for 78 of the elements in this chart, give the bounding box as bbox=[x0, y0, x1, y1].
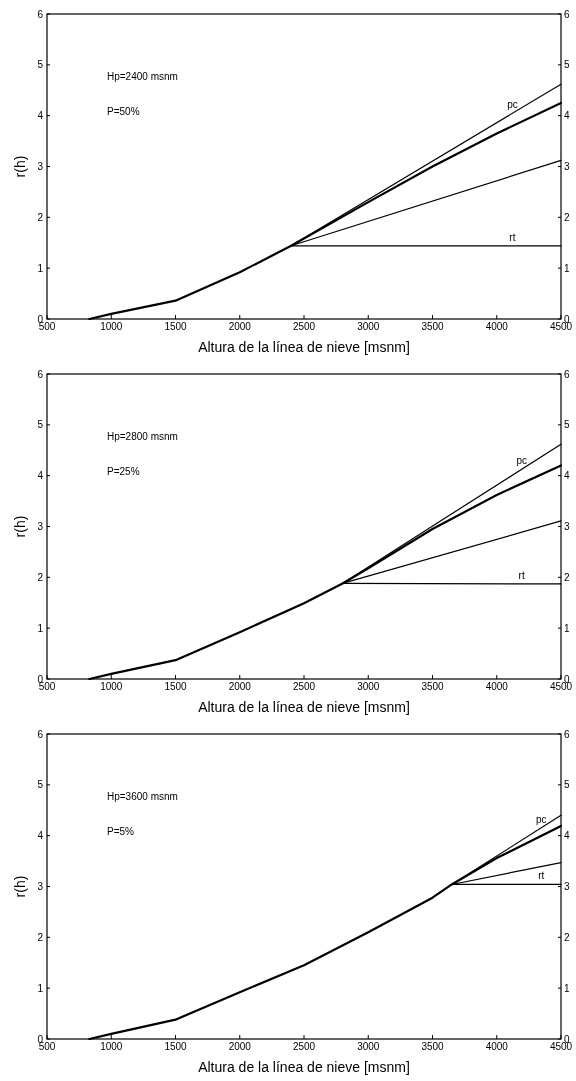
annotation: P=5% bbox=[107, 826, 135, 837]
y-tick-label: 6 bbox=[37, 728, 44, 740]
y-tick-label: 1 bbox=[37, 262, 44, 274]
y2-tick-label: 2 bbox=[564, 211, 570, 223]
annotation: Hp=3600 msnm bbox=[107, 791, 178, 802]
y-tick-label: 2 bbox=[37, 571, 44, 583]
x-tick-label: 2000 bbox=[228, 1041, 252, 1052]
y2-tick-label: 5 bbox=[564, 419, 570, 431]
x-tick-label: 3000 bbox=[357, 1041, 380, 1052]
x-tick-label: 2500 bbox=[292, 321, 316, 332]
y2-tick-label: 5 bbox=[564, 779, 570, 791]
y2-tick-label: 1 bbox=[564, 622, 570, 634]
y-tick-label: 3 bbox=[37, 881, 44, 892]
y-tick-label: 2 bbox=[37, 211, 44, 223]
y-tick-label: 4 bbox=[37, 830, 44, 842]
y2-tick-label: 3 bbox=[564, 161, 570, 172]
x-tick-label: 2500 bbox=[292, 681, 316, 692]
y-tick-label: 3 bbox=[37, 521, 44, 532]
y-axis-title: r(h) bbox=[12, 875, 28, 898]
series-label: pc bbox=[507, 99, 518, 111]
y2-tick-label: 4 bbox=[564, 110, 570, 122]
x-axis-title: Altura de la línea de nieve [msnm] bbox=[198, 1059, 410, 1075]
annotation: Hp=2400 msnm bbox=[107, 71, 178, 82]
y-tick-label: 6 bbox=[37, 8, 44, 20]
series-label: pc bbox=[516, 455, 527, 467]
x-tick-label: 1500 bbox=[164, 681, 188, 692]
y2-tick-label: 3 bbox=[564, 521, 570, 532]
x-tick-label: 1500 bbox=[164, 1041, 188, 1052]
x-tick-label: 3000 bbox=[357, 681, 380, 692]
x-axis-title: Altura de la línea de nieve [msnm] bbox=[198, 339, 410, 355]
y2-tick-label: 6 bbox=[564, 8, 570, 20]
y-axis-title: r(h) bbox=[12, 155, 28, 178]
x-tick-label: 1000 bbox=[100, 681, 123, 692]
x-tick-label: 3000 bbox=[357, 321, 380, 332]
x-tick-label: 3500 bbox=[421, 1041, 445, 1052]
x-tick-label: 3500 bbox=[421, 321, 445, 332]
y-tick-label: 5 bbox=[37, 419, 44, 431]
x-tick-label: 2500 bbox=[292, 1041, 316, 1052]
x-axis-title: Altura de la línea de nieve [msnm] bbox=[198, 699, 410, 715]
x-tick-label: 4000 bbox=[485, 681, 509, 692]
annotation: P=25% bbox=[107, 466, 140, 477]
y2-tick-label: 4 bbox=[564, 470, 570, 482]
annotation: Hp=2800 msnm bbox=[107, 431, 178, 442]
x-tick-label: 500 bbox=[38, 1041, 56, 1052]
x-tick-label: 1000 bbox=[100, 1041, 123, 1052]
y-tick-label: 3 bbox=[37, 161, 44, 172]
x-tick-label: 1000 bbox=[100, 321, 123, 332]
series-label: pc bbox=[536, 813, 547, 825]
y-tick-label: 5 bbox=[37, 779, 44, 791]
y-tick-label: 6 bbox=[37, 368, 44, 380]
x-tick-label: 4000 bbox=[485, 321, 509, 332]
y-tick-label: 4 bbox=[37, 110, 44, 122]
y-tick-label: 1 bbox=[37, 622, 44, 634]
y-tick-label: 4 bbox=[37, 470, 44, 482]
series-label: rt bbox=[509, 231, 516, 243]
y2-tick-label: 4 bbox=[564, 830, 570, 842]
series-label: rt bbox=[538, 870, 545, 882]
x-tick-label: 500 bbox=[38, 321, 56, 332]
y-tick-label: 2 bbox=[37, 931, 44, 943]
y2-tick-label: 6 bbox=[564, 728, 570, 740]
y-tick-label: 1 bbox=[37, 982, 44, 994]
y2-tick-label: 1 bbox=[564, 262, 570, 274]
y2-tick-label: 3 bbox=[564, 881, 570, 892]
y-axis-title: r(h) bbox=[12, 515, 28, 538]
annotation: P=50% bbox=[107, 106, 140, 117]
y2-tick-label: 5 bbox=[564, 59, 570, 71]
x-tick-label: 2000 bbox=[228, 321, 252, 332]
y2-tick-label: 1 bbox=[564, 982, 570, 994]
y-tick-label: 5 bbox=[37, 59, 44, 71]
x-tick-label: 2000 bbox=[228, 681, 252, 692]
x-tick-label: 4000 bbox=[485, 1041, 509, 1052]
y2-tick-label: 2 bbox=[564, 931, 570, 943]
series-label: rt bbox=[518, 569, 525, 581]
y2-tick-label: 6 bbox=[564, 368, 570, 380]
x-tick-label: 3500 bbox=[421, 681, 445, 692]
y2-tick-label: 2 bbox=[564, 571, 570, 583]
x-tick-label: 500 bbox=[38, 681, 56, 692]
x-tick-label: 1500 bbox=[164, 321, 188, 332]
